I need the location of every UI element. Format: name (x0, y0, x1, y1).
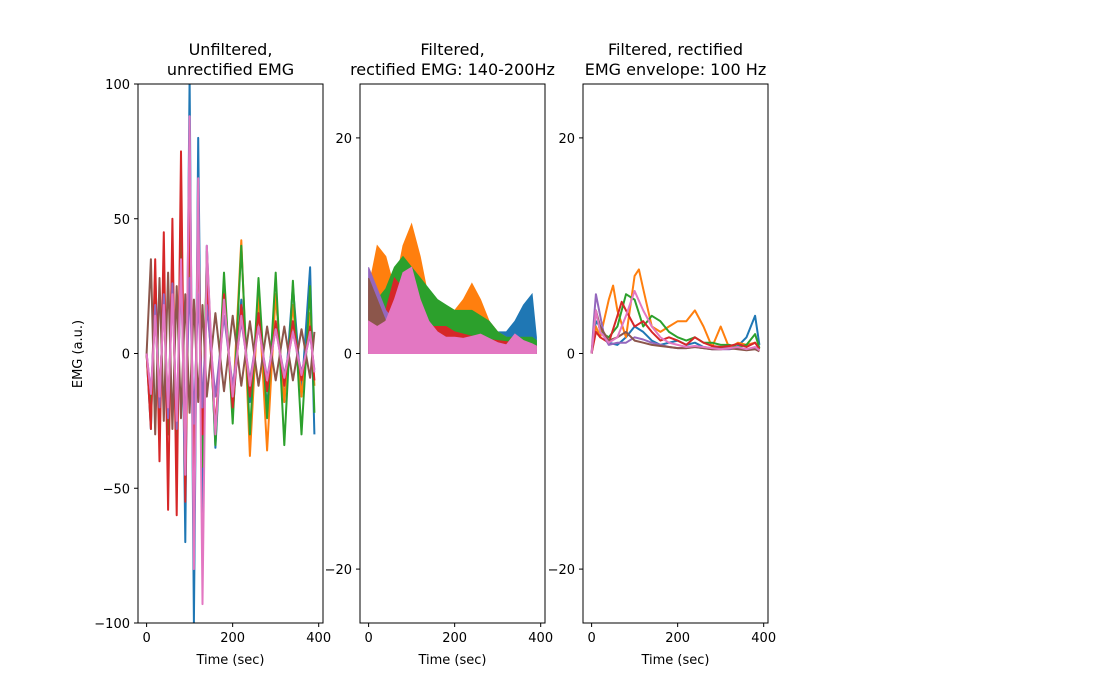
panel-3-ytick-label: 0 (567, 348, 575, 363)
panel-2-title-line-1: Filtered, (420, 40, 484, 59)
panel-3-series-4-line (590, 300, 761, 354)
panel-1-ytick-label: −100 (94, 617, 130, 632)
panel-1-xtick-label: 0 (142, 631, 150, 646)
panel-2-series-group (368, 222, 537, 354)
panel-1-ytick-label: 0 (122, 348, 130, 363)
panel-2-xlabel: Time (sec) (417, 653, 486, 668)
panel-2-ytick-label: 20 (335, 132, 352, 147)
panel-1-xlabel: Time (sec) (195, 653, 264, 668)
panel-filtered: Filtered, rectified EMG: 140-200Hz 0 200 4… (325, 40, 555, 668)
panel-1-xtick-label: 200 (220, 631, 245, 646)
panel-1-xtick-label: 400 (306, 631, 331, 646)
panel-3-ytick-label: 20 (558, 132, 575, 147)
panel-2-xtick-label: 0 (364, 631, 372, 646)
panel-envelope: Filtered, rectified EMG envelope: 100 Hz… (548, 40, 777, 668)
panel-2-xtick-label: 200 (442, 631, 467, 646)
panel-1-plot: 0 200 400 −100 −50 0 50 100 (94, 78, 331, 646)
panel-3-xtick-label: 200 (665, 631, 690, 646)
panel-3-ytick-label: −20 (548, 563, 575, 578)
panel-3-plot: 0 200 400 −20 0 20 (548, 83, 776, 646)
panel-1-title-line-2: unrectified EMG (167, 60, 294, 79)
panel-1-series-group (145, 84, 316, 623)
panel-2-series-7-area (368, 266, 537, 354)
panel-1-ylabel: EMG (a.u.) (71, 320, 86, 388)
panel-3-xlabel: Time (sec) (640, 653, 709, 668)
panel-3-series-7-line (590, 290, 761, 354)
panel-2-plot: 0 200 400 −20 0 20 (325, 83, 553, 646)
panel-3-title-line-2: EMG envelope: 100 Hz (585, 60, 766, 79)
panel-1-ytick-label: 100 (105, 78, 130, 93)
panel-3-title-line-1: Filtered, rectified (608, 40, 743, 59)
panel-3-xtick-label: 0 (587, 631, 595, 646)
panel-unfiltered: Unfiltered, unrectified EMG 0 200 400 −100 −… (71, 40, 331, 668)
panel-1-ytick-label: −50 (103, 482, 130, 497)
panel-1-series-7-line (145, 115, 316, 606)
panel-2-title-line-2: rectified EMG: 140-200Hz (350, 60, 555, 79)
panel-2-xtick-label: 400 (528, 631, 553, 646)
panel-3-series-group (590, 268, 761, 354)
panel-3-xtick-label: 400 (751, 631, 776, 646)
panel-1-title-line-1: Unfiltered, (189, 40, 273, 59)
panel-2-ytick-label: −20 (325, 563, 352, 578)
panel-1-ytick-label: 50 (113, 213, 130, 228)
panel-2-ytick-label: 0 (344, 348, 352, 363)
